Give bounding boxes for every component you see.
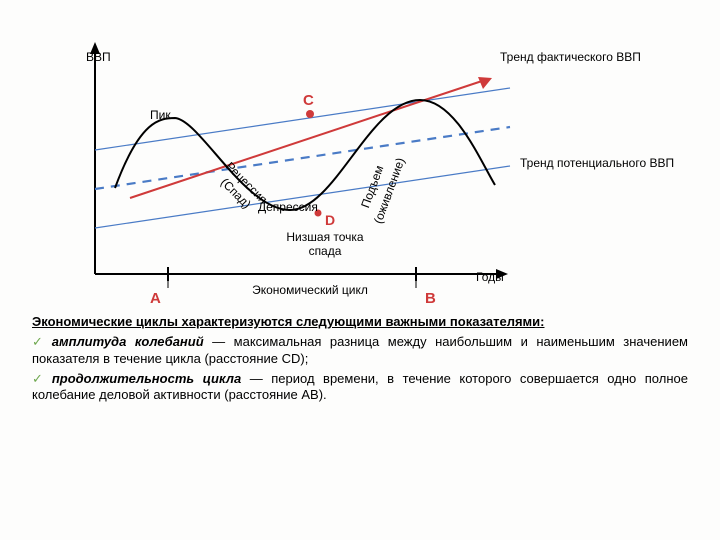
heading: Экономические циклы характеризуются след… xyxy=(32,314,688,330)
depression-label: Депрессия xyxy=(258,200,318,214)
cycle-curve xyxy=(115,100,495,210)
point-d-label: D xyxy=(325,212,335,228)
point-c-label: C xyxy=(303,92,314,109)
actual-trend-arrow xyxy=(478,77,492,89)
point-a-label: A xyxy=(150,290,161,307)
duration-line: продолжительность цикла — период времени… xyxy=(32,371,688,404)
x-axis-label: Годы xyxy=(476,270,504,284)
y-axis-label: ВВП xyxy=(86,50,111,64)
trough-label: Низшая точка спада xyxy=(270,230,380,258)
point-b-label: B xyxy=(425,290,436,307)
cycle-diagram-svg: Рецессия (Спад) Подъем (оживление) xyxy=(0,0,720,310)
actual-trend-label: Тренд фактического ВВП xyxy=(500,50,650,64)
potential-trend-line xyxy=(95,127,510,189)
body-text: Экономические циклы характеризуются след… xyxy=(0,314,720,403)
cycle-footer: Экономический цикл xyxy=(240,283,380,297)
amplitude-line: амплитуда колебаний — максимальная разни… xyxy=(32,334,688,367)
diagram-area: Рецессия (Спад) Подъем (оживление) ВВП Г… xyxy=(0,0,720,310)
point-c-dot xyxy=(306,110,314,118)
lower-bound-line xyxy=(95,166,510,228)
peak-label: Пик xyxy=(150,108,171,122)
potential-trend-label: Тренд потенциального ВВП xyxy=(520,156,680,170)
